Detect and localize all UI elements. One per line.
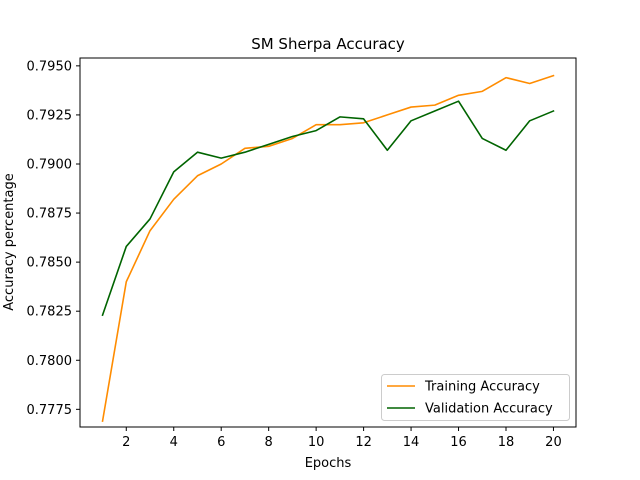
x-tick-label: 8 xyxy=(265,435,273,450)
y-tick-label: 0.7850 xyxy=(27,256,73,271)
series-line-training xyxy=(101,74,555,423)
y-tick-label: 0.7800 xyxy=(27,354,73,369)
y-axis-label: Accuracy percentage xyxy=(2,173,17,311)
x-tick-label: 16 xyxy=(450,435,467,450)
x-tick-label: 10 xyxy=(308,435,325,450)
y-tick-label: 0.7925 xyxy=(27,108,73,123)
y-tick-label: 0.7900 xyxy=(27,157,73,172)
legend-box xyxy=(381,374,570,421)
y-tick-label: 0.7825 xyxy=(27,305,73,320)
x-tick-label: 12 xyxy=(355,435,372,450)
x-tick-label: 14 xyxy=(403,435,420,450)
series-line-validation xyxy=(101,100,555,317)
legend-label-training: Training Accuracy xyxy=(424,380,540,395)
plot-area: 2 4 6 8 10 12 14 16 18 20 0.7775 0.7800 0.7825 0.7850… xyxy=(27,57,577,450)
legend-label-validation: Validation Accuracy xyxy=(425,402,553,417)
y-tick-label: 0.7775 xyxy=(27,403,73,418)
x-tick-label: 4 xyxy=(170,435,178,450)
x-axis-label: Epochs xyxy=(305,456,352,471)
chart-title: SM Sherpa Accuracy xyxy=(251,35,405,53)
x-tick-label: 18 xyxy=(498,435,515,450)
x-tick-label: 6 xyxy=(217,435,225,450)
x-tick-label: 2 xyxy=(122,435,130,450)
y-tick-label: 0.7875 xyxy=(27,207,73,222)
y-tick-label: 0.7950 xyxy=(27,59,73,74)
legend: Training Accuracy Validation Accuracy xyxy=(381,374,570,421)
axes-frame xyxy=(79,57,577,428)
x-tick-label: 20 xyxy=(545,435,562,450)
